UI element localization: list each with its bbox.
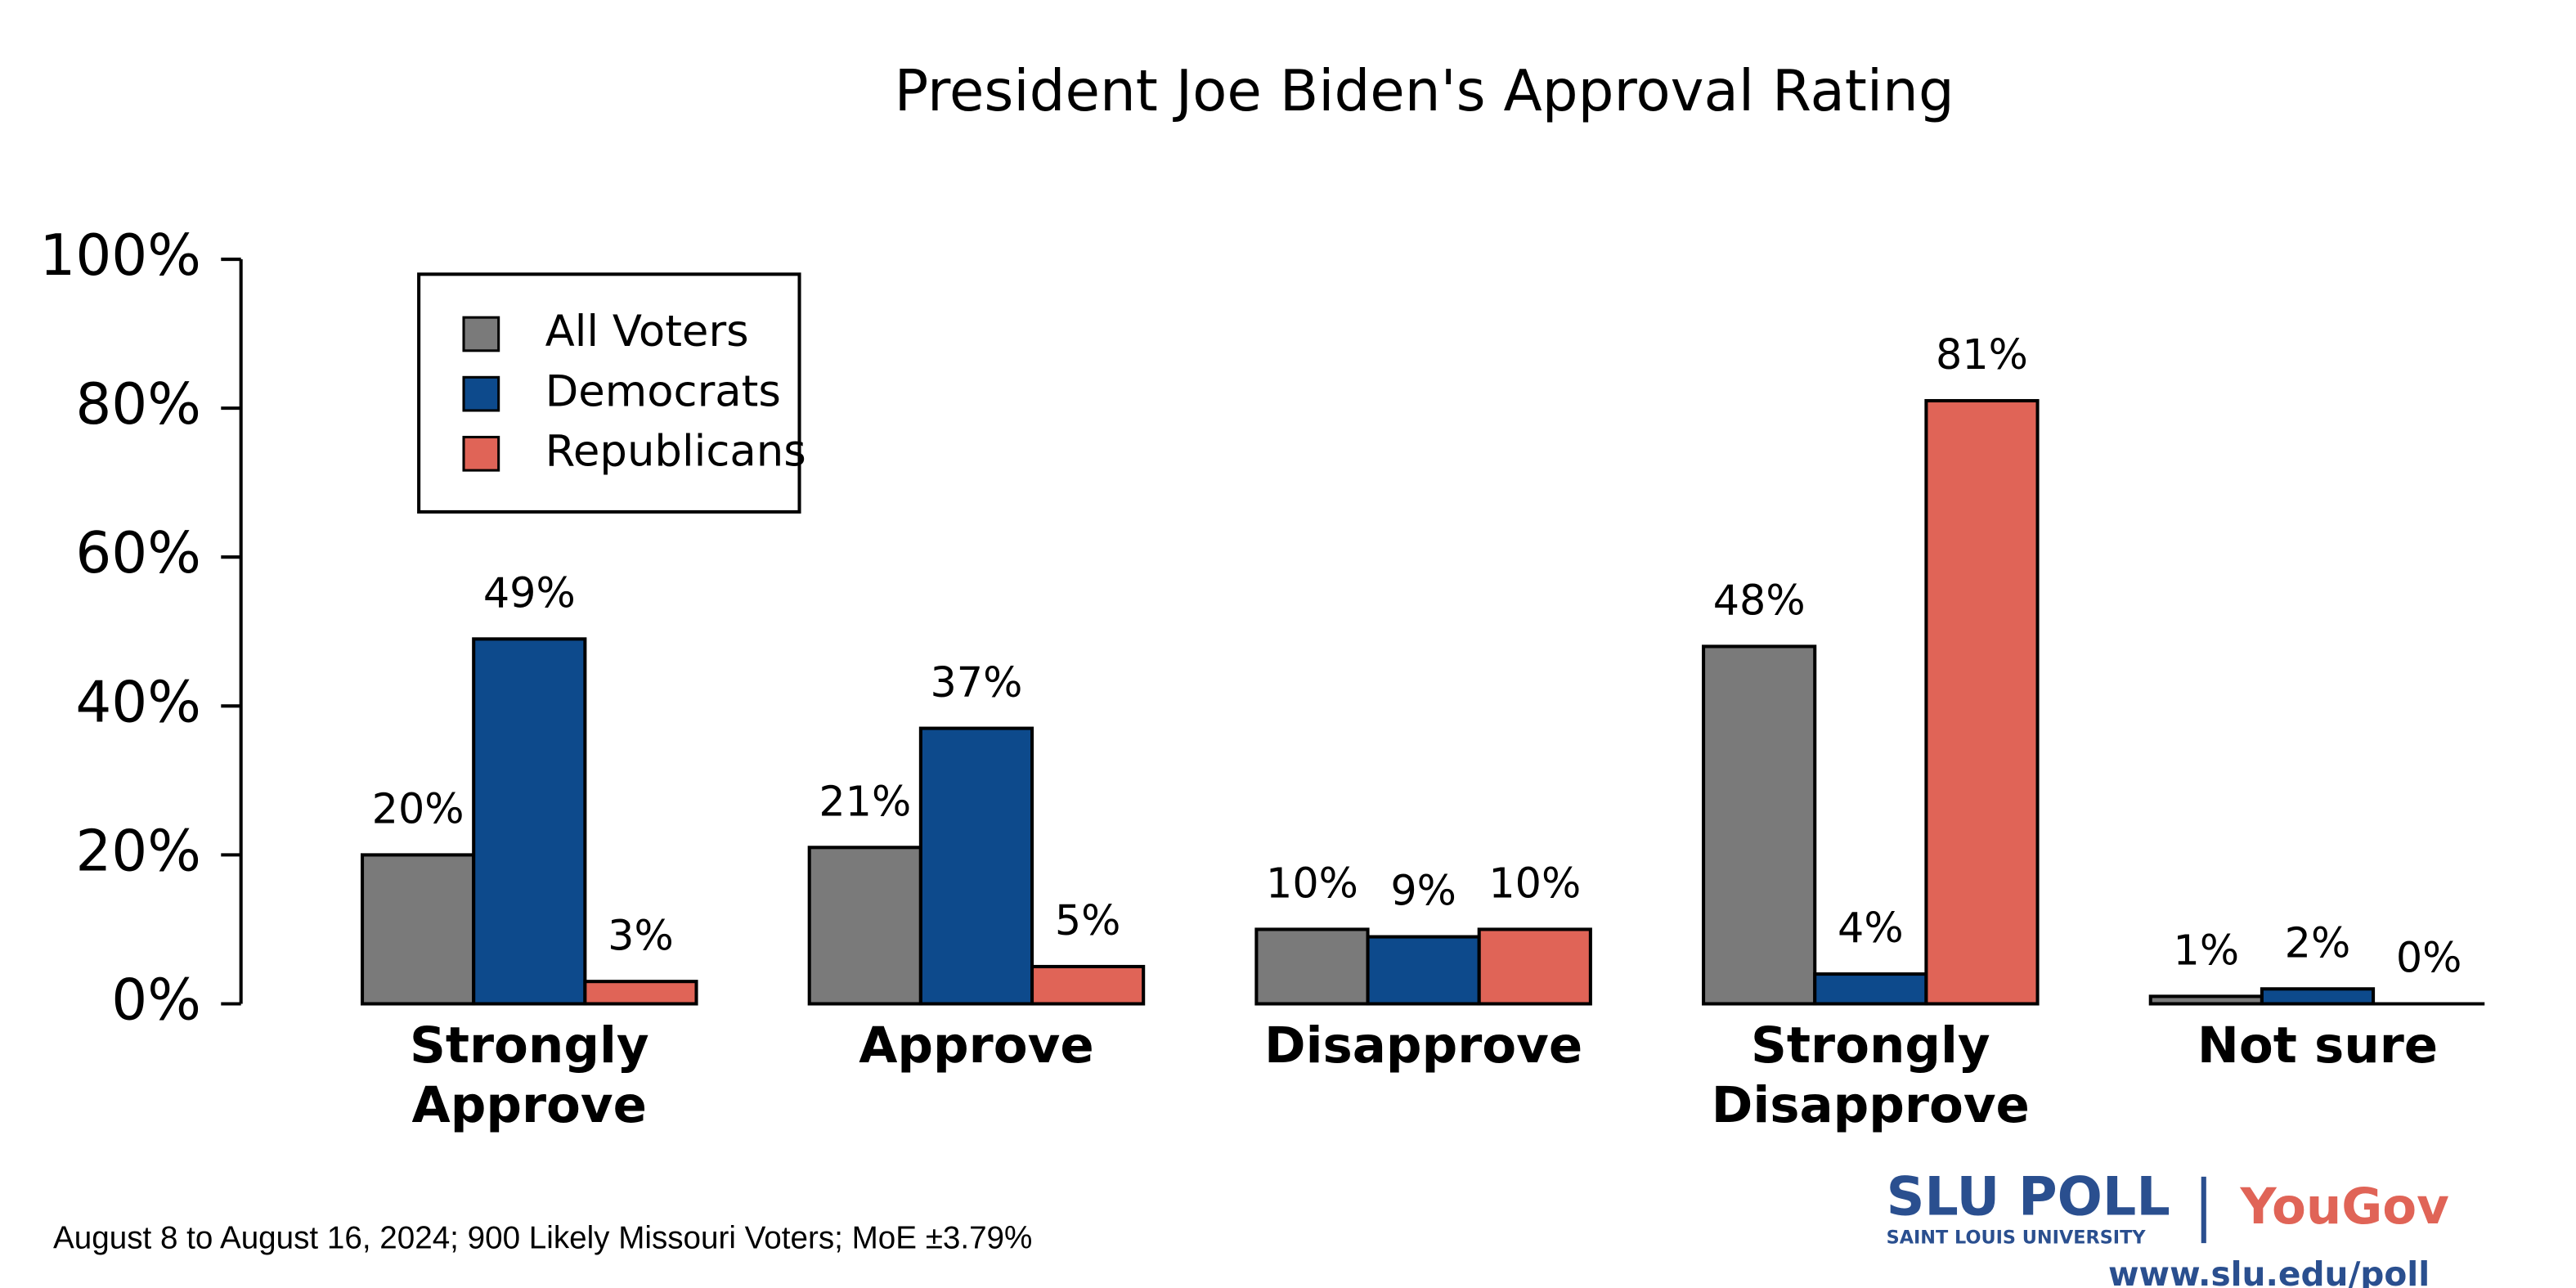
x-tick-label: Approve (859, 1016, 1093, 1075)
value-label: 5% (1055, 896, 1121, 945)
value-label: 3% (608, 911, 674, 959)
y-tick-label: 80% (75, 372, 201, 438)
legend-label: Republicans (545, 426, 806, 476)
legend-label: All Voters (545, 307, 749, 357)
x-tick-label: Approve (412, 1076, 647, 1134)
bar (1702, 644, 1817, 1006)
bar (1030, 964, 1146, 1006)
value-label: 48% (1713, 577, 1806, 625)
x-tick-label: Not sure (2197, 1016, 2438, 1075)
bar (361, 853, 476, 1006)
logo-url: www.slu.edu/poll (2108, 1254, 2430, 1288)
legend-label: Democrats (545, 366, 781, 416)
x-tick-label: Disapprove (1264, 1016, 1582, 1075)
x-tick-label: Strongly (410, 1016, 649, 1075)
value-label: 9% (1390, 867, 1456, 915)
bar (807, 846, 922, 1006)
value-label: 20% (372, 785, 464, 833)
bar (2260, 987, 2376, 1006)
logo-partner: YouGov (2239, 1178, 2448, 1236)
value-label: 0% (2396, 934, 2462, 982)
chart-title: President Joe Biden's Approval Rating (895, 59, 1954, 124)
y-tick-label: 40% (75, 670, 201, 735)
y-tick-label: 60% (75, 521, 201, 586)
bar (1813, 972, 1928, 1006)
value-label: 1% (2174, 927, 2240, 975)
value-label: 37% (930, 658, 1022, 707)
value-label: 21% (819, 777, 911, 825)
bar (2148, 994, 2264, 1006)
value-label: 4% (1838, 904, 1904, 952)
bar (472, 637, 587, 1006)
value-label: 10% (1488, 859, 1581, 908)
legend-swatch (462, 375, 500, 412)
value-label: 81% (1936, 330, 2028, 379)
value-label: 49% (483, 569, 576, 617)
footnote: August 8 to August 16, 2024; 900 Likely … (53, 1220, 1032, 1255)
bar (918, 726, 1034, 1006)
value-label: 2% (2285, 918, 2351, 967)
x-tick-label: Disapprove (1712, 1076, 2030, 1134)
logo-institution: SAINT LOUIS UNIVERSITY (1887, 1227, 2147, 1249)
x-tick-label: Strongly (1751, 1016, 1990, 1075)
value-label: 10% (1266, 859, 1358, 908)
bar (1924, 398, 2040, 1006)
bar (1477, 927, 1592, 1006)
bar (1254, 927, 1370, 1006)
y-tick-label: 20% (75, 819, 201, 884)
y-tick-label: 100% (39, 223, 201, 289)
bar (583, 980, 698, 1006)
legend-swatch (462, 435, 500, 472)
logo-brand: SLU POLL (1887, 1166, 2170, 1227)
legend-swatch (462, 316, 500, 352)
bar (1366, 935, 1481, 1006)
y-tick-label: 0% (111, 968, 201, 1034)
